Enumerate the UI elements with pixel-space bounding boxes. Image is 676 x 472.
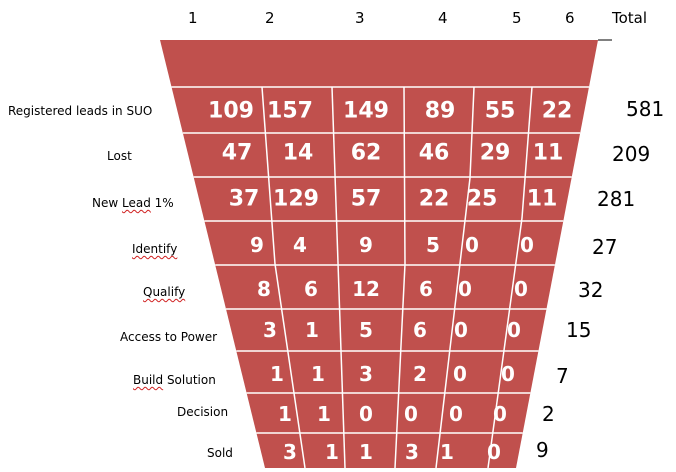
cell-value-r7-c4: 2 bbox=[413, 362, 427, 386]
cell-value-r9-c2: 1 bbox=[325, 440, 339, 464]
cell-value-r1-c1: 109 bbox=[208, 99, 254, 124]
column-divider-1 bbox=[261, 86, 306, 469]
cell-value-r7-c5: 0 bbox=[453, 362, 467, 386]
cell-value-r7-c6: 0 bbox=[501, 362, 515, 386]
cell-value-r9-c1: 3 bbox=[283, 440, 297, 464]
header-column-2: 2 bbox=[265, 9, 275, 27]
cell-value-r2-c2: 14 bbox=[283, 141, 314, 166]
cell-value-r6-c3: 5 bbox=[359, 318, 373, 342]
row-label: Build Solution bbox=[133, 373, 216, 387]
cell-value-r5-c4: 6 bbox=[419, 277, 433, 301]
row-label: Registered leads in SUO bbox=[8, 104, 152, 118]
cell-value-r9-c4: 3 bbox=[405, 440, 419, 464]
cell-value-r5-c6: 0 bbox=[514, 277, 528, 301]
cell-value-r9-c3: 1 bbox=[359, 440, 373, 464]
cell-value-r7-c1: 1 bbox=[270, 362, 284, 386]
row-label: Sold bbox=[207, 446, 233, 460]
cell-value-r8-c4: 0 bbox=[404, 402, 418, 426]
cell-value-r6-c6: 0 bbox=[507, 318, 521, 342]
column-divider-4 bbox=[435, 86, 475, 469]
row-total: 2 bbox=[542, 402, 555, 426]
cell-value-r1-c2: 157 bbox=[267, 99, 313, 124]
cell-value-r2-c4: 46 bbox=[419, 141, 450, 166]
cell-value-r5-c3: 12 bbox=[352, 277, 380, 301]
row-label-part: Sold bbox=[207, 446, 233, 460]
cell-value-r6-c5: 0 bbox=[454, 318, 468, 342]
cell-value-r2-c5: 29 bbox=[480, 141, 511, 166]
cell-value-r8-c6: 0 bbox=[493, 402, 507, 426]
row-label-part: Build bbox=[133, 373, 164, 387]
funnel-body bbox=[160, 40, 598, 468]
cell-value-r3-c6: 11 bbox=[527, 187, 558, 212]
cell-value-r9-c5: 1 bbox=[440, 440, 454, 464]
cell-value-r4-c5: 0 bbox=[465, 233, 479, 257]
cell-value-r3-c2: 129 bbox=[273, 187, 319, 212]
cell-value-r2-c1: 47 bbox=[222, 141, 253, 166]
cell-value-r4-c1: 9 bbox=[250, 233, 264, 257]
row-total: 281 bbox=[597, 187, 636, 211]
cell-value-r1-c5: 55 bbox=[485, 99, 516, 124]
cell-value-r8-c3: 0 bbox=[359, 402, 373, 426]
cell-value-r3-c5: 25 bbox=[467, 187, 498, 212]
cell-value-r7-c2: 1 bbox=[311, 362, 325, 386]
cell-value-r5-c1: 8 bbox=[257, 277, 271, 301]
header-column-6: 6 bbox=[565, 9, 575, 27]
cell-value-r3-c3: 57 bbox=[351, 187, 382, 212]
row-label-part: New bbox=[92, 196, 122, 210]
cell-value-r1-c4: 89 bbox=[425, 99, 456, 124]
cell-value-r3-c1: 37 bbox=[229, 187, 260, 212]
cell-value-r9-c6: 0 bbox=[487, 440, 501, 464]
row-label: Access to Power bbox=[120, 330, 217, 344]
cell-value-r7-c3: 3 bbox=[359, 362, 373, 386]
row-label-part: Qualify bbox=[143, 285, 186, 299]
row-label: Decision bbox=[177, 405, 228, 419]
column-divider-3 bbox=[394, 86, 406, 469]
header-column-4: 4 bbox=[438, 9, 448, 27]
cell-value-r6-c1: 3 bbox=[263, 318, 277, 342]
column-divider-2 bbox=[331, 86, 346, 469]
cell-value-r2-c6: 11 bbox=[533, 141, 564, 166]
column-divider-5 bbox=[487, 86, 533, 469]
row-label-part: Access to Power bbox=[120, 330, 218, 344]
row-label-part: Registered leads in SUO bbox=[8, 104, 153, 118]
row-label-part: Identify bbox=[132, 242, 178, 256]
cell-value-r1-c3: 149 bbox=[343, 99, 389, 124]
row-total: 7 bbox=[556, 364, 569, 388]
row-label-part: Decision bbox=[177, 405, 229, 419]
row-total: 32 bbox=[578, 278, 604, 302]
row-label: Identify bbox=[132, 242, 177, 256]
row-total: 581 bbox=[626, 97, 665, 121]
row-label: Lost bbox=[107, 149, 132, 163]
cell-value-r8-c1: 1 bbox=[278, 402, 292, 426]
row-label: New Lead 1% bbox=[92, 196, 174, 210]
row-label-part: Solution bbox=[163, 373, 216, 387]
cell-value-r5-c5: 0 bbox=[458, 277, 472, 301]
row-total: 27 bbox=[592, 235, 618, 259]
cell-value-r4-c4: 5 bbox=[426, 233, 440, 257]
cell-value-r4-c3: 9 bbox=[359, 233, 373, 257]
cell-value-r3-c4: 22 bbox=[419, 187, 450, 212]
cell-value-r5-c2: 6 bbox=[304, 277, 318, 301]
row-label-part: Lost bbox=[107, 149, 132, 163]
cell-value-r8-c5: 0 bbox=[449, 402, 463, 426]
header-column-3: 3 bbox=[355, 9, 365, 27]
row-label-part: Lead bbox=[122, 196, 151, 210]
header-column-1: 1 bbox=[188, 9, 198, 27]
cell-value-r1-c6: 22 bbox=[542, 99, 573, 124]
row-label-part: 1% bbox=[150, 196, 174, 210]
cell-value-r4-c6: 0 bbox=[520, 233, 534, 257]
row-total: 15 bbox=[566, 318, 592, 342]
cell-value-r2-c3: 62 bbox=[351, 141, 382, 166]
cell-value-r6-c4: 6 bbox=[413, 318, 427, 342]
cell-value-r8-c2: 1 bbox=[317, 402, 331, 426]
header-column-5: 5 bbox=[512, 9, 522, 27]
cell-value-r4-c2: 4 bbox=[293, 233, 307, 257]
row-total: 9 bbox=[536, 438, 549, 462]
cell-value-r6-c2: 1 bbox=[305, 318, 319, 342]
row-label: Qualify bbox=[143, 285, 185, 299]
header-total: Total bbox=[612, 9, 648, 27]
row-total: 209 bbox=[612, 142, 651, 166]
